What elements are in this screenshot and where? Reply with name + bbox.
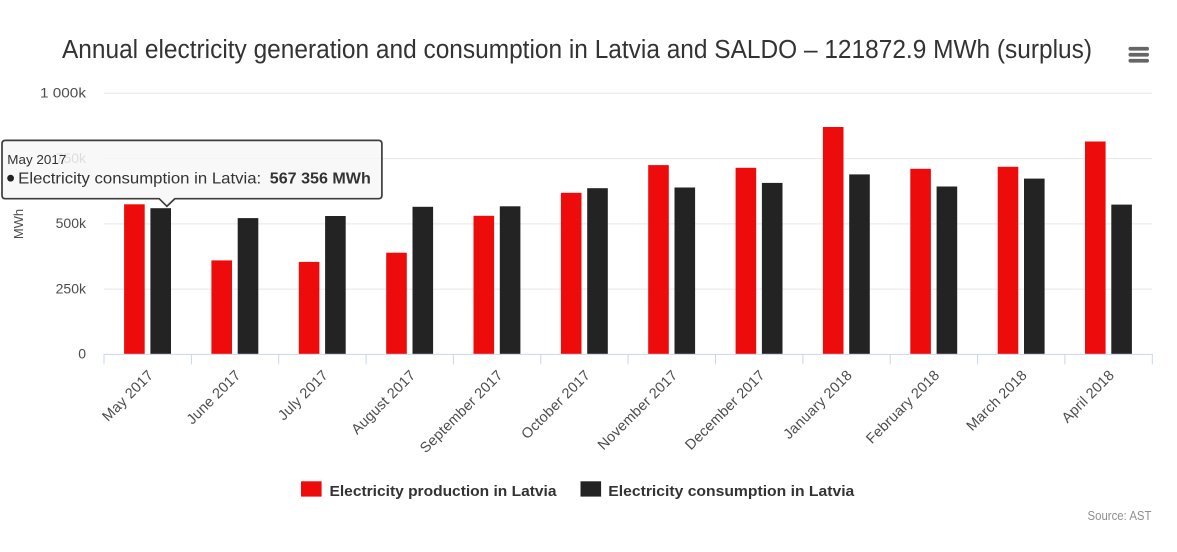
svg-text:Electricity consumption in Lat: Electricity consumption in Latvia: [18,170,261,187]
svg-text:May 2017: May 2017 [7,152,66,167]
svg-text:Source: AST: Source: AST [1088,509,1152,523]
svg-text:1 000k: 1 000k [40,85,87,101]
svg-text:0: 0 [78,346,86,362]
svg-text:MWh: MWh [11,209,26,239]
svg-text:Annual electricity generation: Annual electricity generation and consum… [62,36,1092,64]
svg-text:Electricity consumption in Lat: Electricity consumption in Latvia [608,483,855,500]
svg-text:250k: 250k [56,280,87,296]
svg-text:500k: 500k [56,215,87,231]
svg-text:Electricity production in Latv: Electricity production in Latvia [330,483,558,500]
svg-text:567 356 MWh: 567 356 MWh [270,170,371,187]
